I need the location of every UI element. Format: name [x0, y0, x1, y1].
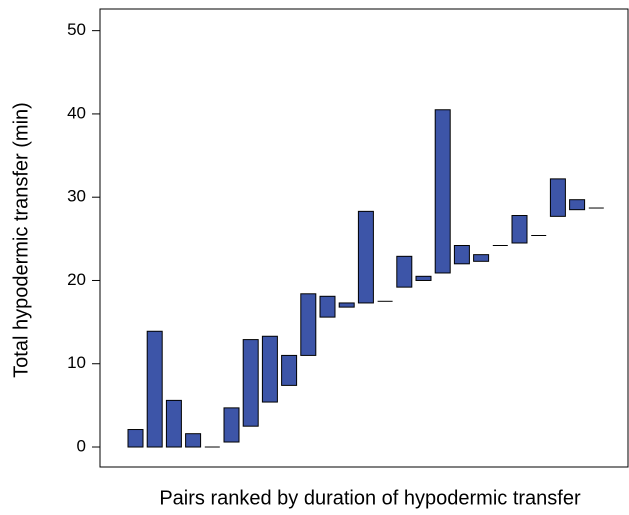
x-axis-label: Pairs ranked by duration of hypodermic t…: [159, 487, 581, 509]
y-tick-label: 0: [77, 436, 86, 455]
bar: [338, 302, 355, 308]
bar: [434, 109, 451, 274]
bar: [223, 407, 240, 443]
bar: [453, 244, 470, 265]
bar: [281, 354, 298, 386]
bar: [473, 254, 490, 262]
bar: [396, 255, 413, 288]
y-tick-label: 10: [67, 353, 86, 372]
plot-frame: [99, 8, 629, 468]
bar: [569, 199, 586, 211]
y-tick-label: 20: [67, 270, 86, 289]
bar: [261, 335, 278, 403]
bar: [319, 295, 336, 318]
y-tick-label: 50: [67, 20, 86, 39]
y-tick-label: 30: [67, 187, 86, 206]
bar: [146, 330, 163, 448]
bar: [357, 210, 374, 304]
bar: [415, 275, 432, 281]
bar: [185, 433, 202, 448]
bar: [549, 178, 566, 217]
y-tick-label: 40: [67, 103, 86, 122]
bar: [300, 293, 317, 356]
bar: [127, 429, 144, 448]
bar: [511, 215, 528, 244]
y-axis-label: Total hypodermic transfer (min): [10, 102, 32, 378]
bar: [165, 399, 182, 448]
bar: [242, 339, 259, 427]
